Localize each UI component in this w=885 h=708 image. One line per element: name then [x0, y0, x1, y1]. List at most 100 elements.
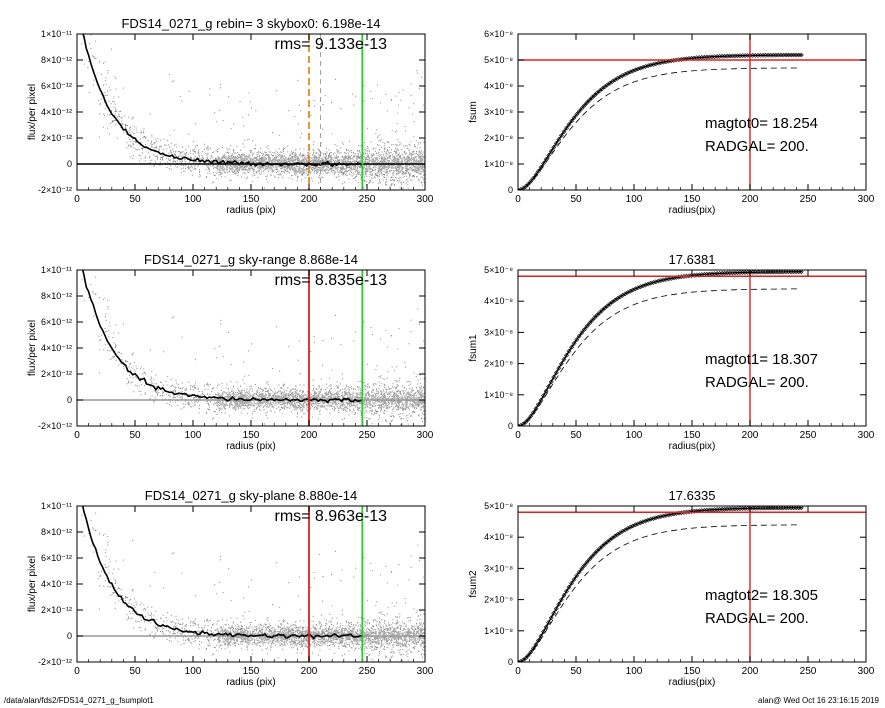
y-tick-label: 1×10⁻¹¹ [41, 501, 72, 511]
axes-frame [76, 505, 426, 663]
y-tick-label: 8×10⁻¹² [41, 527, 72, 537]
panel-6: magtot2= 18.305 RADGAL= 200. 0 50 100 150 200 2… [468, 488, 875, 688]
footer-stamp: alan@ Wed Oct 16 23:16:15 2019 [758, 696, 879, 705]
x-axis-label: radius(pix) [669, 205, 716, 216]
x-tick-label: 150 [684, 194, 701, 205]
y-axis-label: fsum1 [468, 334, 479, 362]
panel-2: magtot0= 18.254 RADGAL= 200. 0 50 100 150 200 2… [468, 29, 875, 216]
annotation-2: RADGAL= 200. [705, 138, 809, 155]
x-axis-label: radius(pix) [669, 441, 716, 452]
plot-area [518, 34, 866, 190]
y-tick-label: 5×10⁻⁸ [484, 55, 513, 65]
x-tick-label: 300 [858, 666, 875, 677]
panel-5: 0 50 100 150 200 250 300-2×10⁻¹²02×10⁻¹²4×10⁻¹… [27, 488, 434, 688]
x-tick-label: 250 [359, 666, 376, 677]
fsum-markers [518, 270, 804, 426]
x-tick-label: 250 [800, 666, 817, 677]
rms-annotation: rms= 8.963e-13 [274, 508, 387, 525]
y-tick-label: 5×10⁻⁸ [484, 265, 513, 275]
y-tick-label: 2×10⁻⁸ [484, 595, 513, 605]
mean-profile [81, 506, 363, 640]
plot-area [77, 270, 425, 426]
annotation-1: magtot1= 18.307 [705, 351, 818, 368]
plot-area [77, 34, 425, 190]
y-tick-label: 0 [67, 395, 72, 405]
y-tick-label: 1×10⁻⁸ [484, 390, 513, 400]
y-tick-label: 4×10⁻¹² [41, 107, 72, 117]
dashed-curve [518, 288, 800, 426]
fsum-curve [518, 507, 803, 662]
dashed-curve [518, 524, 800, 662]
x-tick-label: 100 [185, 194, 202, 205]
x-tick-label: 150 [684, 666, 701, 677]
y-axis-label: fsum [468, 101, 479, 123]
x-tick-label: 200 [742, 430, 759, 441]
fsum-markers [518, 506, 804, 662]
y-axis-label: flux/per pixel [27, 84, 38, 140]
x-axis-label: radius (pix) [226, 441, 275, 452]
x-tick-label: 0 [515, 430, 521, 441]
y-tick-label: 6×10⁻⁸ [484, 29, 513, 39]
x-tick-label: 200 [742, 666, 759, 677]
x-tick-label: 300 [417, 194, 434, 205]
x-tick-label: 300 [858, 194, 875, 205]
y-tick-label: 3×10⁻⁸ [484, 107, 513, 117]
y-tick-label: -2×10⁻¹² [38, 657, 72, 667]
chart-title: 17.6381 [669, 252, 716, 267]
y-tick-label: 0 [508, 657, 513, 667]
rms-annotation: rms= 9.133e-13 [274, 36, 387, 53]
x-tick-label: 200 [301, 666, 318, 677]
y-tick-label: 0 [67, 159, 72, 169]
x-tick-label: 50 [570, 194, 582, 205]
x-tick-label: 50 [129, 430, 141, 441]
x-tick-label: 50 [570, 666, 582, 677]
y-tick-label: 1×10⁻¹¹ [41, 265, 72, 275]
dashed-curve [518, 67, 800, 190]
chart-title: FDS14_0271_g sky-range 8.868e-14 [144, 252, 358, 267]
plot-area [77, 506, 425, 662]
y-tick-label: 8×10⁻¹² [41, 291, 72, 301]
mean-profile [82, 34, 363, 168]
panel-4: magtot1= 18.307 RADGAL= 200. 0 50 100 150 200 2… [468, 252, 875, 452]
x-tick-label: 300 [417, 666, 434, 677]
x-tick-label: 100 [626, 666, 643, 677]
mean-profile [81, 270, 363, 404]
x-tick-label: 250 [800, 430, 817, 441]
plot-area [518, 506, 866, 662]
x-tick-label: 150 [243, 194, 260, 205]
y-tick-label: -2×10⁻¹² [38, 185, 72, 195]
y-tick-label: 2×10⁻⁸ [484, 133, 513, 143]
footer-path: /data/alan/fds2/FDS14_0271_g_fsumplot1 [4, 696, 154, 705]
x-tick-label: 0 [74, 194, 80, 205]
x-tick-label: 100 [626, 430, 643, 441]
x-axis-label: radius (pix) [226, 677, 275, 688]
x-tick-label: 250 [359, 194, 376, 205]
x-tick-label: 300 [417, 430, 434, 441]
y-tick-label: 3×10⁻⁸ [484, 327, 513, 337]
y-tick-label: 0 [508, 421, 513, 431]
x-tick-label: 0 [74, 666, 80, 677]
x-tick-label: 150 [243, 666, 260, 677]
annotation-1: magtot0= 18.254 [705, 115, 818, 132]
x-tick-label: 0 [74, 430, 80, 441]
y-tick-label: 1×10⁻⁸ [484, 626, 513, 636]
x-tick-label: 250 [359, 430, 376, 441]
x-tick-label: 100 [626, 194, 643, 205]
panel-3: 0 50 100 150 200 250 300-2×10⁻¹²02×10⁻¹²4×10⁻¹… [27, 252, 434, 452]
y-tick-label: 6×10⁻¹² [41, 317, 72, 327]
axes-frame [517, 33, 867, 191]
x-tick-label: 50 [129, 666, 141, 677]
y-tick-label: 2×10⁻⁸ [484, 359, 513, 369]
y-tick-label: 1×10⁻⁸ [484, 159, 513, 169]
y-tick-label: -2×10⁻¹² [38, 421, 72, 431]
y-tick-label: 0 [67, 631, 72, 641]
y-tick-label: 1×10⁻¹¹ [41, 29, 72, 39]
x-tick-label: 100 [185, 666, 202, 677]
x-tick-label: 50 [129, 194, 141, 205]
fsum-curve [518, 271, 803, 426]
y-tick-label: 4×10⁻¹² [41, 343, 72, 353]
x-tick-label: 150 [684, 430, 701, 441]
plot-area [518, 270, 866, 426]
x-tick-label: 200 [301, 194, 318, 205]
